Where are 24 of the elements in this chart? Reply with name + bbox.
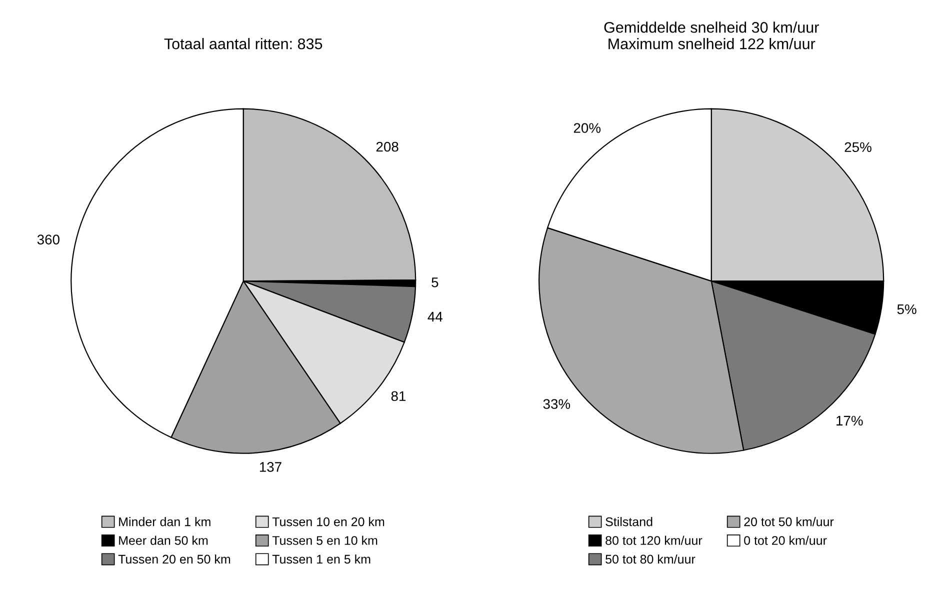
data-label: 44	[428, 312, 442, 322]
data-label: 5	[432, 278, 438, 288]
legend-label: 20 tot 50 km/uur	[744, 517, 834, 526]
chart-title: Totaal aantal ritten: 835	[164, 38, 322, 50]
legend-label: 0 tot 20 km/uur	[744, 536, 827, 545]
data-label: 5%	[897, 304, 916, 314]
data-label: 20%	[574, 123, 601, 133]
data-label: 360	[37, 234, 60, 244]
data-label: 137	[260, 462, 282, 472]
legend-label: Tussen 5 en 10 km	[272, 536, 378, 545]
data-label: 25%	[844, 142, 872, 152]
legend-label: 50 tot 80 km/uur	[606, 554, 696, 564]
legend-label: Stilstand	[606, 517, 652, 526]
data-label: 81	[391, 391, 406, 402]
legend-label: Tussen 10 en 20 km	[272, 517, 384, 526]
legend-label: Tussen 1 en 5 km	[272, 554, 370, 564]
legend-label: Meer dan 50 km	[119, 536, 208, 545]
legend-label: 80 tot 120 km/uur	[606, 536, 702, 545]
legend-label: Minder dan 1 km	[119, 517, 210, 526]
data-label: 208	[376, 142, 398, 152]
chart-title: Gemiddelde snelheid 30 km/uur Maximum snelheid 122 km/uur	[604, 22, 819, 50]
data-label: 17%	[836, 416, 863, 426]
data-label: 33%	[543, 399, 570, 409]
legend-label: Tussen 20 en 50 km	[118, 554, 230, 564]
